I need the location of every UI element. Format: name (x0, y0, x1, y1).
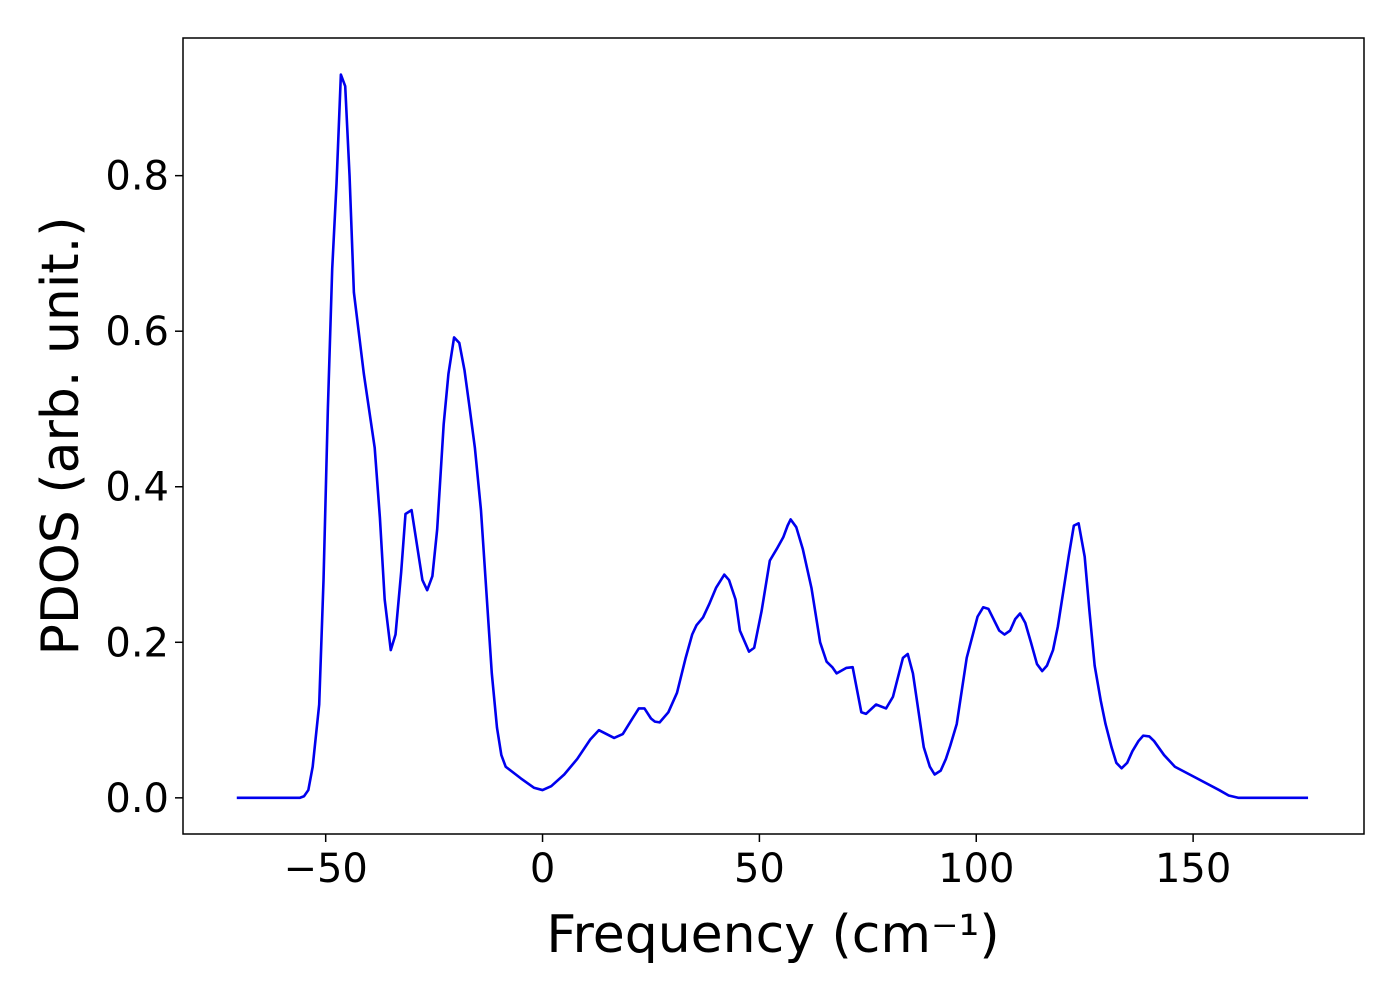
y-tick-label: 0.8 (105, 154, 169, 200)
x-axis-label: Frequency (cm⁻¹) (546, 905, 999, 965)
y-tick-label: 0.6 (105, 309, 169, 355)
y-tick-label: 0.2 (105, 620, 169, 666)
plot-frame (182, 37, 1365, 835)
y-tick-label: 0.0 (105, 776, 169, 822)
x-tick-label: −50 (283, 846, 367, 892)
x-tick-label: 100 (938, 846, 1014, 892)
x-tick-label: 50 (734, 846, 785, 892)
y-axis-label: PDOS (arb. unit.) (31, 216, 91, 655)
data-line (236, 73, 1309, 800)
y-tick-label: 0.4 (105, 465, 169, 511)
x-tick-label: 0 (530, 846, 555, 892)
x-tick-label: 150 (1155, 846, 1231, 892)
